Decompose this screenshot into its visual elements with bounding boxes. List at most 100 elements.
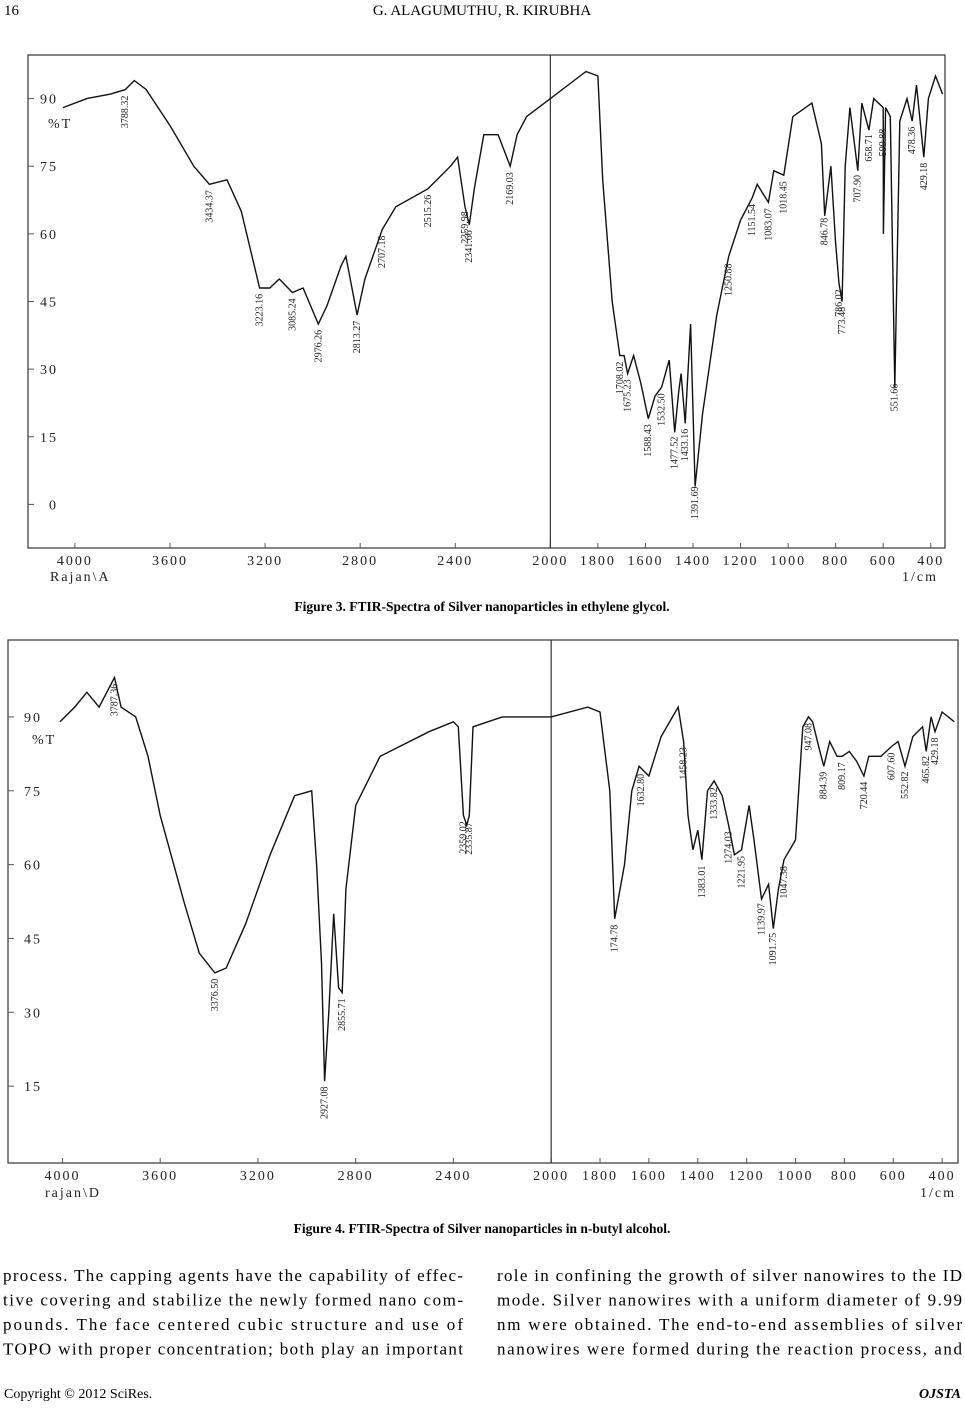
peak-label: 3376.50 [210, 979, 221, 1012]
peak-label: 1433.16 [680, 429, 691, 462]
y-tick-label: 0 [49, 498, 58, 513]
peak-label: 1221.95 [736, 856, 747, 889]
x-axis-label-left: rajan\D [45, 1186, 101, 1201]
peak-label: 3788.32 [120, 96, 131, 129]
x-axis-label-left: Rajan\A [50, 570, 111, 585]
x-tick-label: 3200 [247, 554, 283, 569]
y-tick-label: 75 [24, 785, 42, 800]
peak-label: 599.88 [878, 129, 889, 157]
peak-label: 658.71 [864, 134, 875, 162]
x-tick-label: 1600 [627, 554, 663, 569]
peak-label: 2707.18 [377, 235, 388, 268]
figure-caption: Figure 3. FTIR-Spectra of Silver nanopar… [294, 599, 669, 614]
body-line: nanowires were formed during the reactio… [497, 1340, 963, 1359]
x-tick-label: 1000 [778, 1169, 814, 1184]
x-tick-label: 800 [822, 554, 849, 569]
peak-label: 552.82 [900, 771, 911, 799]
x-tick-label: 1800 [582, 1169, 618, 1184]
peak-label: 1391.69 [690, 486, 701, 519]
peak-label: 2341.66 [464, 230, 475, 262]
peak-label: 1588.43 [643, 424, 654, 457]
peak-label: 2855.71 [337, 998, 348, 1030]
peak-label: 429.18 [919, 163, 930, 191]
x-tick-label: 1600 [631, 1169, 667, 1184]
x-axis-label-right: 1/cm [920, 1186, 956, 1201]
peak-label: 465.82 [921, 756, 932, 784]
x-tick-label: 4000 [57, 554, 93, 569]
x-tick-label: 2800 [338, 1169, 374, 1184]
peak-label: 1458.23 [679, 747, 690, 780]
peak-label: 3787.36 [109, 684, 120, 717]
copyright: Copyright © 2012 SciRes. [4, 1387, 152, 1402]
peak-label: 1274.03 [724, 831, 735, 864]
peak-label: 707.90 [853, 175, 864, 203]
x-tick-label: 1000 [770, 554, 806, 569]
y-tick-label: 75 [40, 160, 58, 175]
peak-label: 3085.24 [287, 298, 298, 331]
figure-caption: Figure 4. FTIR-Spectra of Silver nanopar… [294, 1221, 671, 1236]
y-tick-label: 90 [40, 93, 58, 108]
peak-label: 429.18 [930, 738, 941, 766]
peak-label: 1632.80 [636, 774, 647, 807]
x-tick-label: 2000 [533, 1169, 569, 1184]
x-tick-label: 400 [929, 1169, 956, 1184]
peak-label: 1091.75 [768, 933, 779, 966]
body-line: mode. Silver nanowires with a uniform di… [497, 1291, 962, 1310]
x-tick-label: 1200 [723, 554, 759, 569]
peak-label: 2169.03 [505, 172, 516, 205]
peak-label: 1047.38 [779, 866, 790, 899]
peak-label: 773.48 [837, 307, 848, 335]
y-tick-label: 30 [40, 363, 58, 378]
peak-label: 846.78 [820, 218, 831, 246]
x-tick-label: 2800 [342, 554, 378, 569]
x-tick-label: 2400 [435, 1169, 471, 1184]
x-tick-label: 400 [917, 554, 944, 569]
peak-label: 478.36 [907, 127, 918, 154]
x-tick-label: 3600 [142, 1169, 178, 1184]
running-head: G. ALAGUMUTHU, R. KIRUBHA [373, 3, 592, 19]
peak-label: 2976.26 [313, 330, 324, 363]
peak-label: 2927.08 [320, 1087, 331, 1120]
peak-label: 2359.02 [458, 821, 469, 854]
peak-label: 1018.45 [779, 181, 790, 214]
y-axis-label: %T [48, 117, 72, 132]
peak-label: 1675.23 [623, 379, 634, 412]
y-tick-label: 60 [40, 228, 58, 243]
plot-frame [27, 54, 946, 549]
body-line: TOPO with proper concentration; both pla… [3, 1340, 463, 1359]
x-tick-label: 1800 [580, 554, 616, 569]
x-tick-label: 2000 [532, 554, 568, 569]
y-tick-label: 45 [40, 296, 58, 311]
peak-label: 1333.82 [709, 787, 720, 820]
peak-label: 1151.54 [747, 204, 758, 236]
x-tick-label: 4000 [44, 1169, 80, 1184]
spectrum-line [62, 70, 944, 487]
x-axis-label-right: 1/cm [902, 570, 938, 585]
y-tick-label: 30 [24, 1006, 42, 1021]
journal: OJSTA [919, 1387, 961, 1402]
peak-label: 2515.26 [423, 195, 434, 228]
peak-label: 1708.02 [615, 362, 626, 395]
peak-label: 551.66 [890, 384, 901, 412]
peak-label: 607.60 [886, 753, 897, 781]
peak-label: 1383.01 [697, 866, 708, 899]
peak-label: 884.39 [819, 772, 830, 800]
peak-label: 1250.88 [723, 263, 734, 296]
x-tick-label: 800 [831, 1169, 858, 1184]
body-line: nm were obtained. The end-to-end assembl… [497, 1315, 962, 1334]
y-axis-label: %T [32, 733, 56, 748]
x-tick-label: 2400 [437, 554, 473, 569]
peak-label: 1532.50 [657, 393, 668, 426]
peak-label: 786.02 [834, 289, 845, 317]
peak-label: 720.44 [859, 782, 870, 810]
body-line: role in confining the growth of silver n… [497, 1266, 962, 1285]
peak-label: 3223.16 [255, 294, 266, 327]
x-tick-label: 1400 [680, 1169, 716, 1184]
plot-frame [7, 639, 959, 1164]
body-line: process. The capping agents have the cap… [3, 1266, 463, 1285]
body-line: pounds. The face centered cubic structur… [3, 1315, 463, 1334]
peak-label: 947.08 [803, 723, 814, 751]
x-tick-label: 1200 [729, 1169, 765, 1184]
x-tick-label: 600 [880, 1169, 907, 1184]
